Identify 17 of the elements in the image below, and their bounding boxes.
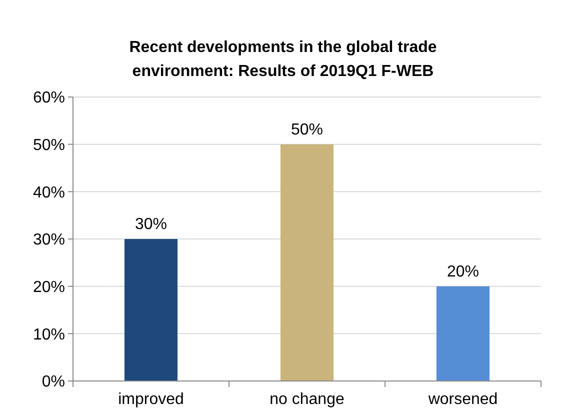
y-tick-label: 20% xyxy=(32,278,65,296)
data-label: 30% xyxy=(134,216,168,233)
y-tick-label: 50% xyxy=(32,136,65,154)
data-label: 50% xyxy=(290,121,324,138)
bar xyxy=(124,239,178,381)
x-tick-label: no change xyxy=(270,391,344,408)
y-tick-label: 60% xyxy=(32,90,65,107)
bar xyxy=(280,144,334,381)
chart-title: Recent developments in the global trade environment: Results of 2019Q1 F-WEB xyxy=(129,39,437,80)
y-tick-label: 30% xyxy=(32,232,65,249)
bar xyxy=(436,286,490,381)
data-label: 20% xyxy=(446,263,480,280)
x-tick-label: improved xyxy=(118,391,184,408)
x-tick-label: worsened xyxy=(427,391,498,408)
y-tick-label: 10% xyxy=(32,326,65,344)
y-tick-label: 0% xyxy=(42,374,65,391)
y-tick-label: 40% xyxy=(32,184,65,202)
